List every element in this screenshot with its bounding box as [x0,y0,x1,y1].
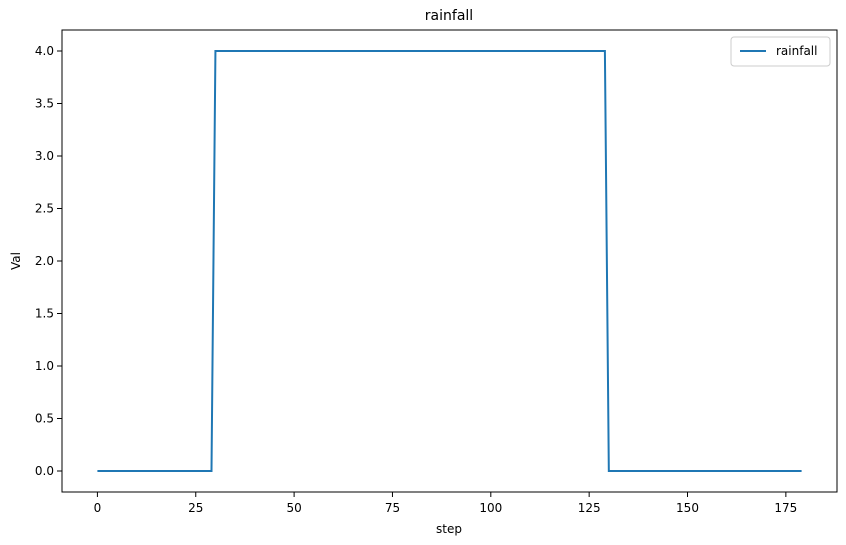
x-tick-label: 0 [94,501,102,515]
y-tick-label: 3.0 [35,149,54,163]
y-tick-label: 1.0 [35,359,54,373]
x-tick-label: 175 [774,501,797,515]
chart-title: rainfall [425,8,473,24]
legend-label-rainfall: rainfall [776,44,817,58]
plot-frame [61,29,838,493]
plot-area [61,29,838,493]
x-tick-label: 25 [188,501,203,515]
y-tick-label: 2.0 [35,254,54,268]
y-axis-label: Val [9,252,23,270]
y-tick-label: 0.5 [35,412,54,426]
x-axis-label: step [436,522,462,536]
series-line-rainfall [97,50,802,472]
y-tick-label: 4.0 [35,44,54,58]
y-tick-label: 1.5 [35,307,54,321]
series-layer [97,50,802,472]
x-tick-label: 75 [385,501,400,515]
legend: rainfall [730,36,831,67]
x-tick-label: 150 [676,501,699,515]
x-tick-label: 50 [286,501,301,515]
x-axis: 0 25 50 75 100 125 150 175 [94,492,797,515]
y-tick-label: 0.0 [35,464,54,478]
y-axis: 0.0 0.5 1.0 1.5 2.0 2.5 3.0 3.5 4.0 [35,44,62,478]
legend-box [730,36,831,67]
x-tick-label: 125 [578,501,601,515]
y-tick-label: 3.5 [35,97,54,111]
x-tick-label: 100 [479,501,502,515]
y-tick-label: 2.5 [35,202,54,216]
